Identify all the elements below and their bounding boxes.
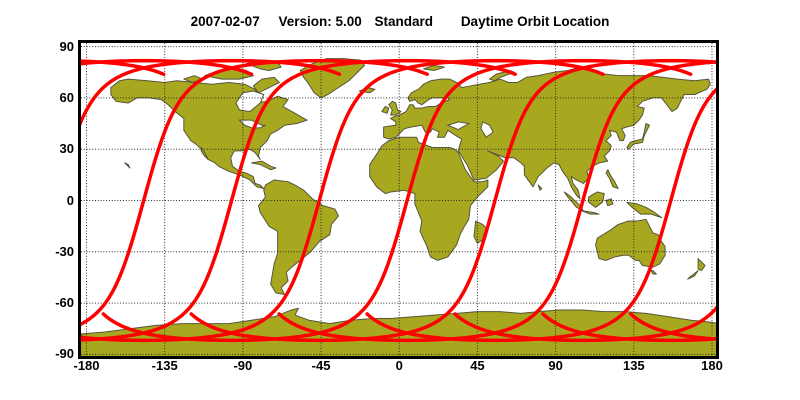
lake-polygon — [481, 122, 493, 137]
land-polygon — [370, 137, 488, 260]
y-tick-label: 30 — [59, 141, 74, 157]
land-polygon — [606, 170, 618, 189]
land-polygon — [698, 259, 705, 271]
orbit-ground-track — [81, 61, 603, 341]
x-tick-label: -45 — [311, 358, 331, 373]
orbit-ground-track — [81, 61, 427, 341]
title-date: 2007-02-07 — [190, 14, 260, 29]
land-polygon — [252, 161, 276, 170]
land-polygon — [582, 211, 599, 214]
x-tick-label: -135 — [151, 358, 178, 373]
orbit-ground-track — [367, 61, 716, 341]
y-tick-label: 0 — [66, 192, 74, 208]
land-polygon — [627, 202, 662, 217]
x-tick-label: -180 — [73, 358, 100, 373]
orbit-ground-track — [81, 61, 515, 341]
x-tick-label: 0 — [395, 358, 403, 373]
title-name: Daytime Orbit Location — [460, 14, 610, 29]
y-tick-label: -90 — [55, 346, 74, 362]
orbit-ground-track — [279, 61, 716, 341]
lake-polygon — [448, 122, 469, 130]
lake-polygon — [236, 91, 264, 112]
y-tick-label: -60 — [55, 295, 74, 311]
title-product: Standard — [374, 14, 434, 29]
lake-polygon — [239, 120, 265, 128]
land-polygon — [627, 124, 650, 150]
land-polygon — [596, 219, 665, 267]
land-polygon — [384, 67, 711, 199]
plot-frame — [78, 40, 719, 359]
land-polygon — [125, 163, 130, 168]
orbit-ground-track — [103, 61, 690, 341]
x-tick-label: 180 — [701, 358, 723, 373]
y-tick-label: 90 — [59, 38, 74, 54]
land-polygon — [424, 65, 445, 70]
land-polygon — [259, 180, 339, 295]
x-tick-label: -90 — [233, 358, 253, 373]
orbit-ground-track — [455, 61, 716, 341]
land-polygon — [688, 271, 698, 280]
land-polygon — [389, 101, 401, 115]
x-tick-label: 90 — [548, 358, 563, 373]
land-polygon — [111, 79, 307, 188]
chart-title: 2007-02-07 Version: 5.00 Standard Daytim… — [0, 14, 800, 29]
world-map — [81, 43, 716, 356]
x-tick-label: 45 — [470, 358, 485, 373]
land-polygon — [606, 199, 613, 206]
orbit-ground-track — [81, 61, 339, 341]
title-version: Version: 5.00 — [278, 14, 362, 29]
land-polygon — [201, 147, 208, 159]
orbit-ground-track — [191, 61, 716, 341]
x-tick-label: 135 — [622, 358, 645, 373]
land-polygon — [589, 192, 605, 207]
land-polygon — [253, 77, 279, 92]
land-polygon — [651, 271, 656, 274]
y-tick-label: 60 — [59, 89, 74, 105]
land-polygon — [538, 185, 541, 190]
land-polygon — [382, 106, 389, 113]
y-tick-label: -30 — [55, 243, 74, 259]
